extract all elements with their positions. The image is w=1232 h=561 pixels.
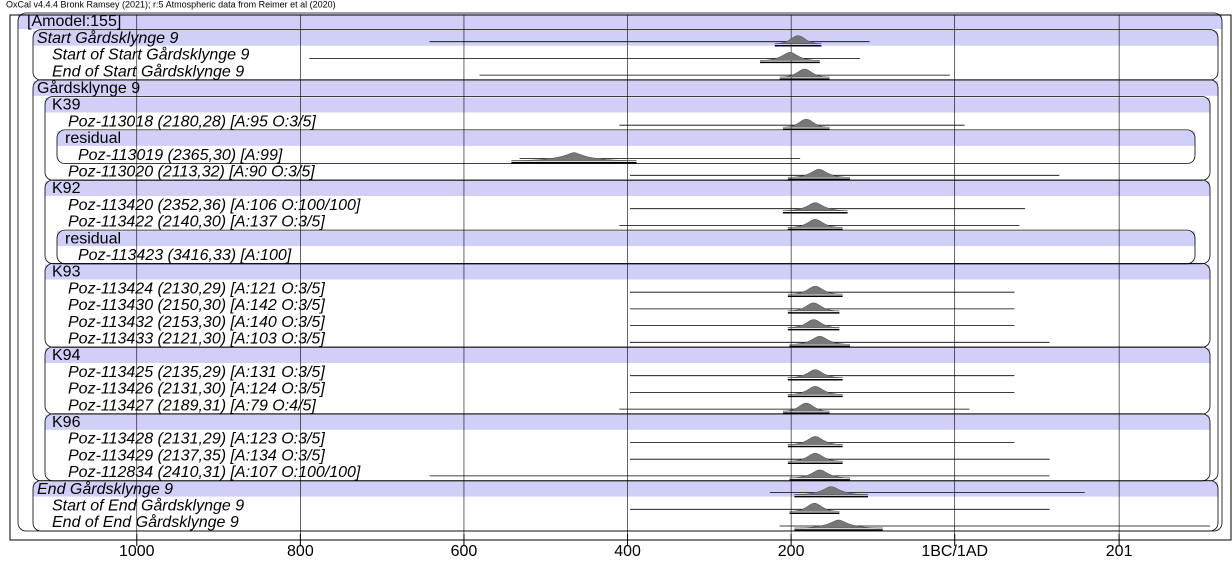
row-label: K93 — [52, 264, 81, 281]
row-label: [Amodel:155] — [27, 13, 121, 30]
x-tick-label: 200 — [778, 543, 805, 560]
row-label: Start of End Gårdsklynge 9 — [52, 497, 244, 515]
row-label: Poz-113424 (2130,29) [A:121 O:3/5] — [68, 280, 325, 297]
row-label: Poz-113019 (2365,30) [A:99] — [78, 147, 283, 164]
posterior — [787, 369, 843, 378]
row-label: Poz-113425 (2135,29) [A:131 O:3/5] — [68, 364, 325, 381]
posterior — [782, 402, 830, 412]
row-label: End Gårdsklynge 9 — [37, 480, 173, 498]
row-label: Gårdsklynge 9 — [37, 79, 140, 97]
row-label: Poz-113020 (2113,32) [A:90 O:3/5] — [68, 164, 315, 181]
posterior — [787, 219, 843, 228]
row-label: Poz-113429 (2137,35) [A:134 O:3/5] — [68, 447, 325, 464]
x-tick-label: 1BC/1AD — [921, 543, 988, 560]
posterior — [787, 436, 843, 445]
header-band — [57, 130, 1195, 146]
row-label: Poz-113422 (2140,30) [A:137 O:3/5] — [68, 214, 325, 231]
row-label: K92 — [52, 180, 81, 197]
posterior — [787, 169, 851, 178]
row-label: Poz-113432 (2153,30) [A:140 O:3/5] — [68, 314, 325, 331]
row-label: Poz-113420 (2352,36) [A:106 O:100/100] — [68, 197, 361, 214]
posterior — [782, 118, 830, 128]
x-tick-label: 800 — [287, 543, 314, 560]
posterior — [787, 285, 843, 295]
posterior — [511, 152, 637, 161]
row-label: K94 — [52, 347, 81, 364]
header-band — [18, 14, 1222, 29]
posterior — [789, 336, 851, 345]
x-tick-label: 600 — [451, 543, 478, 560]
header-band — [33, 30, 1218, 46]
row-label: K96 — [52, 414, 81, 431]
row-label: End of Start Gårdsklynge 9 — [52, 62, 244, 80]
posterior — [760, 52, 820, 61]
posterior — [794, 519, 883, 529]
posterior — [787, 386, 843, 395]
posterior — [794, 486, 869, 495]
plot-frame — [9, 14, 1232, 541]
row-label: Poz-113427 (2189,31) [A:79 O:4/5] — [68, 397, 316, 414]
posterior — [789, 469, 851, 479]
posterior — [787, 319, 840, 328]
row-label: K39 — [52, 97, 81, 114]
row-label: Poz-113018 (2180,28) [A:95 O:3/5] — [68, 113, 316, 130]
posterior — [779, 68, 830, 78]
header-band — [57, 231, 1195, 247]
row-label: Poz-113426 (2131,30) [A:124 O:3/5] — [68, 381, 325, 398]
chart-title: OxCal v4.4.4 Bronk Ramsey (2021); r:5 At… — [6, 0, 336, 9]
posterior — [774, 35, 822, 44]
group-box — [56, 129, 1196, 164]
row-label: Start Gårdsklynge 9 — [37, 29, 179, 47]
row-label: Poz-113430 (2150,30) [A:142 O:3/5] — [68, 297, 325, 314]
x-tick-label: 1000 — [119, 543, 155, 560]
row-label: Poz-112834 (2410,31) [A:107 O:100/100] — [68, 464, 361, 481]
row-label: residual — [65, 230, 121, 247]
posterior — [787, 302, 840, 312]
row-label: Start of Start Gårdsklynge 9 — [52, 46, 250, 64]
row-label: Poz-113433 (2121,30) [A:103 O:3/5] — [68, 331, 325, 348]
posterior — [787, 452, 843, 462]
row-label: Poz-113423 (3416,33) [A:100] — [78, 247, 292, 264]
group-box — [32, 480, 1219, 532]
row-label: Poz-113428 (2131,29) [A:123 O:3/5] — [68, 431, 325, 448]
x-tick-label: 201 — [1106, 543, 1133, 560]
posterior — [789, 503, 840, 512]
row-label: End of End Gårdsklynge 9 — [52, 513, 239, 531]
header-band — [33, 481, 1218, 497]
posterior — [782, 202, 848, 211]
x-tick-label: 400 — [614, 543, 641, 560]
header-band — [33, 80, 1218, 96]
row-label: residual — [65, 130, 121, 147]
